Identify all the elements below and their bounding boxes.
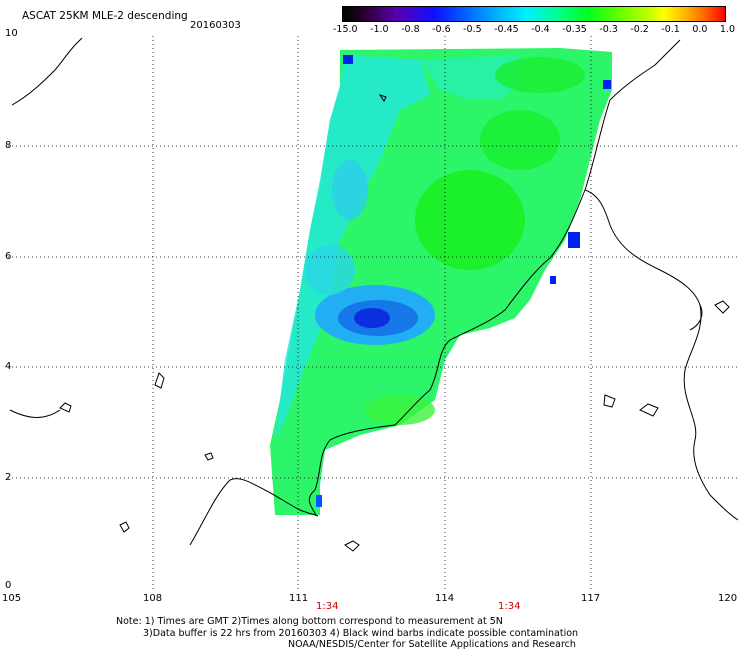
lon-tick-114: 114 bbox=[435, 593, 455, 604]
lat-tick-10: 10 bbox=[5, 28, 18, 39]
footer-credit: NOAA/NESDIS/Center for Satellite Applica… bbox=[288, 639, 576, 650]
footer-note-2: 3)Data buffer is 22 hrs from 20160303 4)… bbox=[143, 628, 579, 639]
lon-tick-108: 108 bbox=[143, 593, 163, 604]
pass-time-label: 1:34 bbox=[498, 601, 521, 612]
lat-tick-0: 0 bbox=[5, 580, 12, 591]
lat-tick-6: 6 bbox=[5, 251, 12, 262]
lon-tick-117: 117 bbox=[581, 593, 601, 604]
colorbar-tick: -0.3 bbox=[599, 24, 618, 35]
colorbar-tick: 0.0 bbox=[692, 24, 708, 35]
scatterometer-swath bbox=[270, 48, 612, 515]
colorbar-tick: -0.2 bbox=[630, 24, 649, 35]
colorbar-tick: -0.45 bbox=[494, 24, 519, 35]
product-title: ASCAT 25KM MLE-2 descending bbox=[22, 10, 188, 22]
footer-note-1: Note: 1) Times are GMT 2)Times along bot… bbox=[116, 616, 503, 627]
colorbar-tick: -0.1 bbox=[661, 24, 680, 35]
date-label: 20160303 bbox=[190, 20, 241, 31]
colorbar bbox=[342, 6, 726, 22]
lon-tick-105: 105 bbox=[2, 593, 22, 604]
pass-time-label: 1:34 bbox=[316, 601, 339, 612]
coastlines bbox=[9, 37, 739, 552]
lon-tick-111: 111 bbox=[289, 593, 309, 604]
lon-tick-120: 120 bbox=[718, 593, 738, 604]
colorbar-tick: -0.4 bbox=[531, 24, 550, 35]
colorbar-tick: -1.0 bbox=[370, 24, 389, 35]
lat-lon-grid bbox=[8, 36, 738, 590]
colorbar-tick: -15.0 bbox=[333, 24, 358, 35]
colorbar-tick: -0.6 bbox=[432, 24, 451, 35]
lat-tick-8: 8 bbox=[5, 140, 12, 151]
colorbar-labels: -15.0 -1.0 -0.8 -0.6 -0.5 -0.45 -0.4 -0.… bbox=[333, 24, 735, 35]
colorbar-tick: -0.8 bbox=[401, 24, 420, 35]
colorbar-tick: -0.5 bbox=[463, 24, 482, 35]
colorbar-tick: 1.0 bbox=[719, 24, 735, 35]
colorbar-tick: -0.35 bbox=[562, 24, 587, 35]
lat-tick-4: 4 bbox=[5, 361, 12, 372]
lat-tick-2: 2 bbox=[5, 472, 12, 483]
